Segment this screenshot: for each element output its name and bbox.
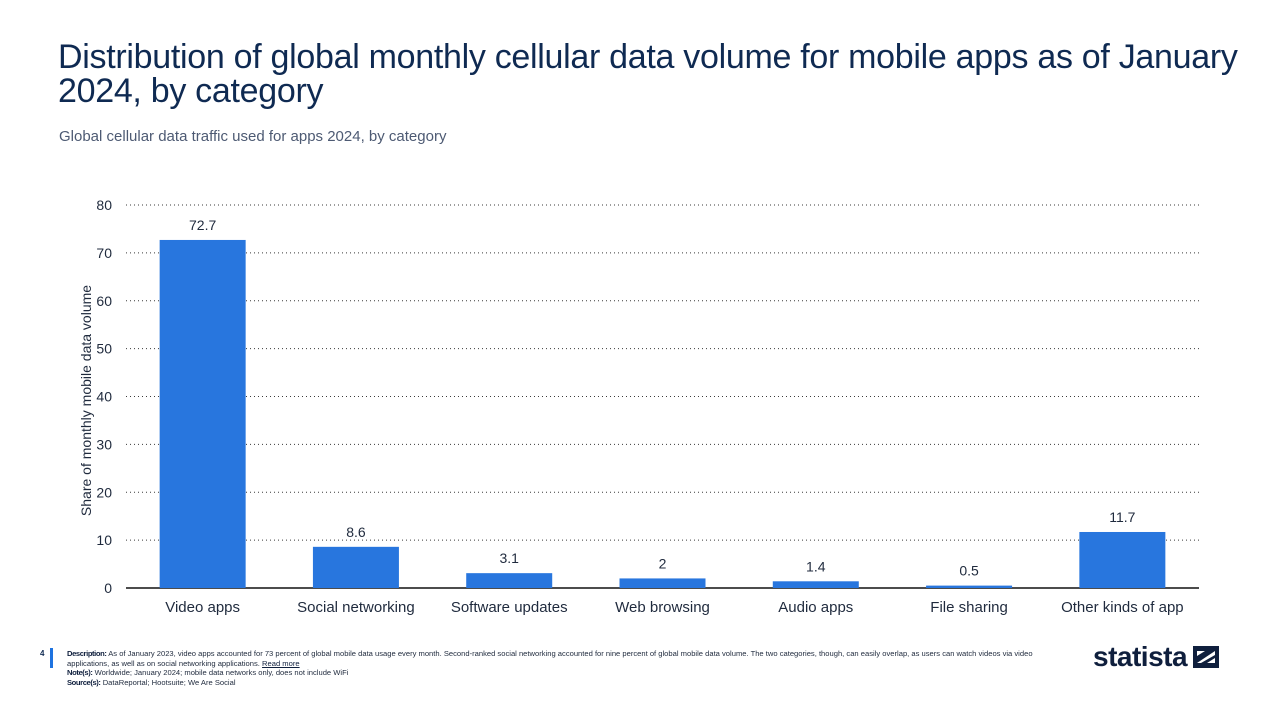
x-tick-label-2: Software updates (451, 599, 568, 616)
page-number: 4 (40, 649, 45, 658)
data-label-6: 11.7 (1109, 509, 1135, 525)
bar-3 (619, 578, 706, 588)
y-tick-label-40: 40 (96, 389, 112, 405)
logo-text: statista (1093, 641, 1188, 672)
data-label-5: 0.5 (959, 563, 979, 579)
footnotes: Description: As of January 2023, video a… (67, 649, 1067, 687)
x-tick-label-3: Web browsing (615, 599, 710, 616)
x-tick-label-5: File sharing (930, 599, 1008, 616)
bar-6 (1079, 531, 1166, 588)
sources-label: Source(s): (67, 677, 101, 687)
description-line: Description: As of January 2023, video a… (67, 649, 1067, 668)
data-label-2: 3.1 (499, 550, 519, 566)
data-label-0: 72.7 (189, 217, 216, 233)
y-axis-label: Share of monthly mobile data volume (78, 285, 94, 516)
bar-1 (312, 546, 399, 588)
x-tick-label-4: Audio apps (778, 599, 853, 616)
y-tick-label-50: 50 (96, 341, 112, 357)
read-more-link[interactable]: Read more (262, 658, 300, 668)
sources-text: DataReportal; Hootsuite; We Are Social (102, 677, 236, 687)
data-label-3: 2 (659, 555, 667, 571)
data-label-1: 8.6 (346, 524, 366, 540)
x-tick-label-0: Video apps (165, 599, 240, 616)
notes-text: Worldwide; January 2024; mobile data net… (94, 668, 349, 678)
notes-label: Note(s): (67, 668, 93, 678)
y-tick-label-0: 0 (104, 580, 112, 596)
bar-2 (466, 573, 553, 588)
notes-line: Note(s): Worldwide; January 2024; mobile… (67, 668, 1067, 678)
x-tick-label-6: Other kinds of app (1061, 599, 1184, 616)
y-tick-label-80: 80 (96, 197, 112, 213)
y-tick-label-30: 30 (96, 436, 112, 452)
x-tick-label-1: Social networking (297, 599, 415, 616)
statista-logo-icon (1193, 646, 1220, 668)
y-tick-label-70: 70 (96, 245, 112, 261)
bar-5 (926, 585, 1013, 588)
y-tick-label-20: 20 (96, 484, 112, 500)
data-label-4: 1.4 (806, 558, 826, 574)
bar-0 (159, 239, 246, 589)
description-label: Description: (67, 649, 107, 658)
y-tick-label-60: 60 (96, 293, 112, 309)
bar-4 (772, 581, 859, 588)
description-text: As of January 2023, video apps accounted… (67, 649, 1033, 668)
bar-chart: 0 10 20 30 40 50 60 70 80 Share of monthly mobile… (78, 197, 1199, 616)
sources-line: Source(s): DataReportal; Hootsuite; We A… (67, 678, 1067, 688)
y-tick-label-10: 10 (96, 532, 112, 548)
chart-title: Distribution of global monthly cellular … (58, 38, 1238, 110)
statista-logo[interactable]: statista (1093, 641, 1220, 673)
chart-subtitle: Global cellular data traffic used for ap… (59, 128, 447, 145)
footer-accent-bar (50, 648, 53, 668)
